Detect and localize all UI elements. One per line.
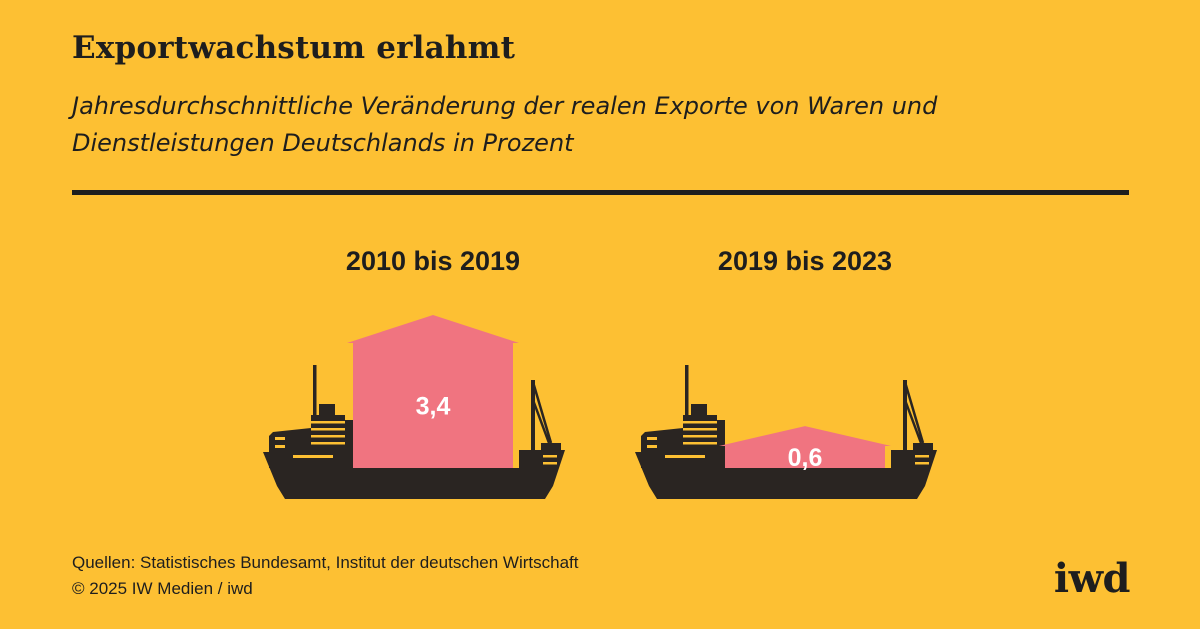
source-note: Quellen: Statistisches Bundesamt, Instit… — [72, 550, 578, 602]
funnel-stripe-1 — [683, 421, 717, 424]
bridge-window-1 — [647, 437, 657, 440]
deck-rail — [293, 455, 333, 458]
ship-stern — [285, 486, 303, 499]
value-label: 0,6 — [788, 444, 823, 472]
category-label: 2010 bis 2019 — [346, 246, 520, 276]
bridge-window-2 — [647, 445, 657, 448]
chart-title: Exportwachstum erlahmt — [72, 30, 516, 66]
funnel-stripe-1 — [311, 421, 345, 424]
divider-line — [72, 190, 1129, 195]
bridge-window-2 — [275, 445, 285, 448]
funnel-stripe-2 — [683, 428, 717, 431]
bow-block — [913, 443, 933, 451]
ship-stern — [657, 486, 675, 499]
ship-funnel-top — [691, 404, 707, 416]
bow-block — [541, 443, 561, 451]
bridge-mast — [313, 365, 317, 420]
funnel-stripe-3 — [311, 435, 345, 438]
copyright-text: © 2025 IW Medien / iwd — [72, 579, 253, 598]
bow-stripe-2 — [543, 462, 557, 465]
funnel-stripe-2 — [311, 428, 345, 431]
ship-funnel-top — [319, 404, 335, 416]
cargo-bar-2 — [719, 426, 891, 468]
cargo-bar-1 — [347, 315, 519, 468]
ship-group-1: 2010 bis 2019 3,4 — [263, 246, 565, 499]
bridge-window-1 — [275, 437, 285, 440]
bow-stripe-2 — [915, 462, 929, 465]
ship-group-2: 2019 bis 2023 0,6 — [635, 246, 937, 499]
funnel-stripe-3 — [683, 435, 717, 438]
source-text: Quellen: Statistisches Bundesamt, Instit… — [72, 553, 579, 572]
bow-crane-post — [903, 380, 907, 452]
category-label: 2019 bis 2023 — [718, 246, 892, 276]
funnel-stripe-4 — [311, 442, 345, 445]
value-label: 3,4 — [416, 393, 451, 421]
chart-subtitle: Jahresdurchschnittliche Veränderung der … — [72, 92, 938, 157]
funnel-stripe-4 — [683, 442, 717, 445]
iwd-logo: iwd — [1053, 555, 1131, 602]
bow-crane-cables — [903, 381, 925, 444]
bridge-mast — [685, 365, 689, 420]
bow-crane-post — [531, 380, 535, 452]
bow-stripe-1 — [915, 455, 929, 458]
deck-rail — [665, 455, 705, 458]
bow-crane-cables — [531, 381, 553, 444]
bow-stripe-1 — [543, 455, 557, 458]
